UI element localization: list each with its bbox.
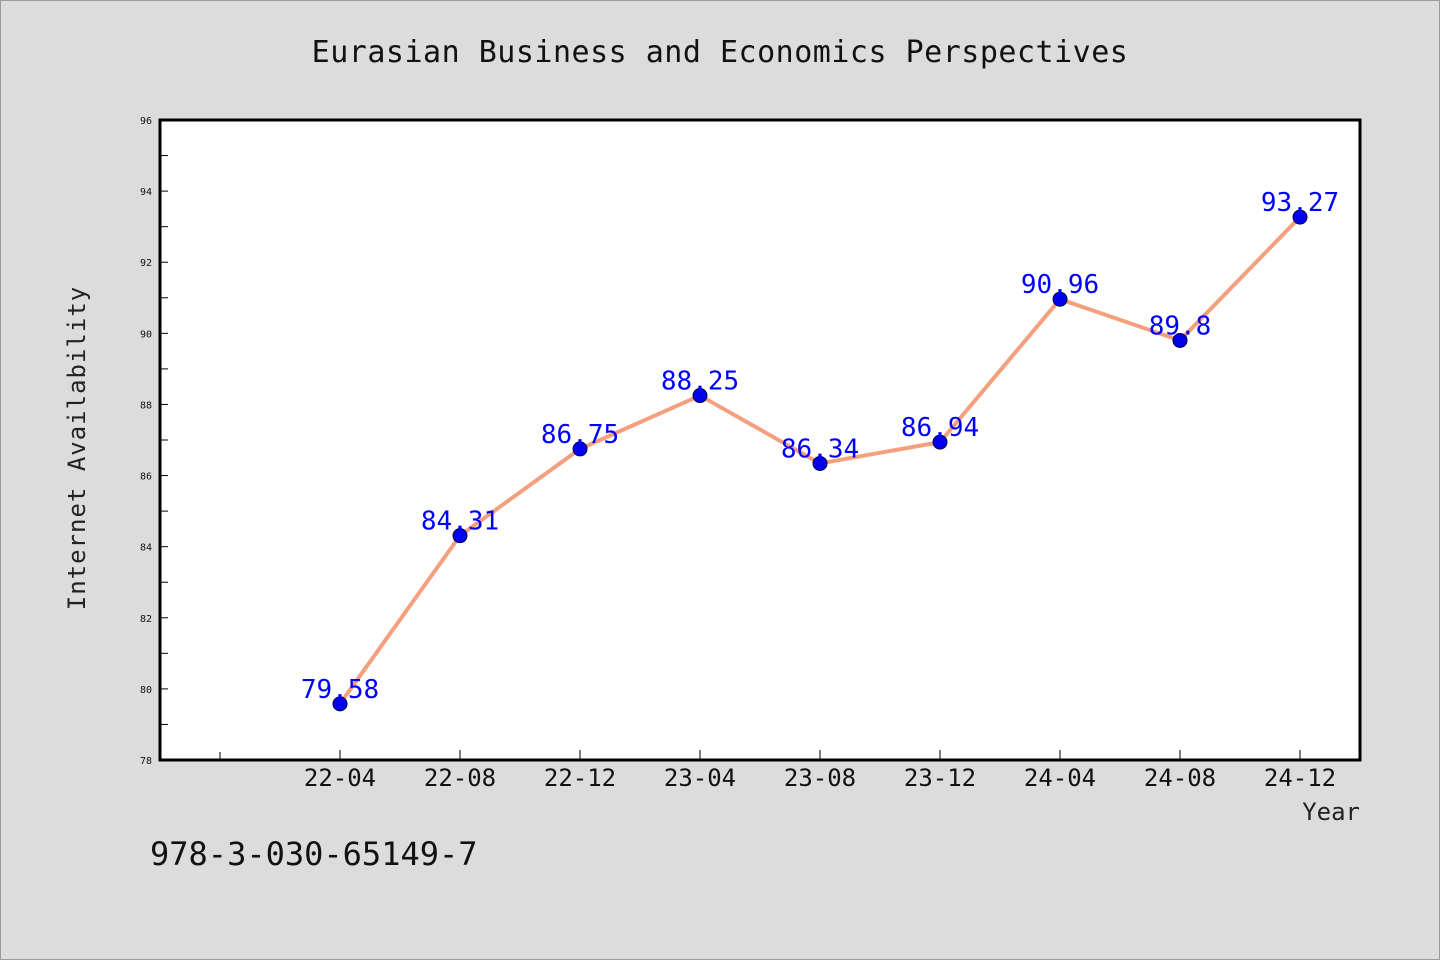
data-point <box>692 388 708 404</box>
x-tick-label: 24-12 <box>1264 764 1336 792</box>
data-label: 88.25 <box>661 367 739 397</box>
y-axis-label: Internet Availability <box>63 286 91 610</box>
data-label: 86.34 <box>781 434 859 464</box>
series-group: 79.58 84.31 86.75 88.25 86.34 86.94 90.96 89.8 9… <box>301 188 1339 712</box>
x-tick-label: 22-04 <box>304 764 376 792</box>
data-label: 84.31 <box>421 507 499 537</box>
plot-area <box>158 118 1362 762</box>
data-point <box>572 441 588 457</box>
y-tick-label: 96 <box>140 116 152 127</box>
data-point <box>452 528 468 544</box>
x-tick-label: 24-04 <box>1024 764 1096 792</box>
y-tick-label: 82 <box>140 614 152 625</box>
y-tick-label: 86 <box>140 472 152 483</box>
y-axis: 78 80 82 84 86 88 90 92 94 96 <box>140 116 168 767</box>
x-tick-label: 22-12 <box>544 764 616 792</box>
data-point <box>812 455 828 471</box>
y-tick-label: 92 <box>140 258 152 269</box>
x-axis-label: Year <box>1302 798 1360 826</box>
y-tick-label: 94 <box>140 187 152 198</box>
data-label: 89.8 <box>1149 311 1212 341</box>
data-point <box>1292 209 1308 225</box>
y-tick-label: 88 <box>140 400 152 411</box>
data-label: 86.94 <box>901 413 979 443</box>
data-point <box>332 696 348 712</box>
data-point <box>1172 332 1188 348</box>
x-axis: 22-04 22-08 22-12 23-04 23-08 23-12 24-04 24-08… <box>219 750 1336 792</box>
x-tick-label: 23-04 <box>664 764 736 792</box>
y-tick-label: 78 <box>140 756 152 767</box>
data-point <box>932 434 948 450</box>
data-label: 93.27 <box>1261 188 1339 218</box>
chart-title: Eurasian Business and Economics Perspect… <box>312 35 1129 70</box>
footer-isbn: 978-3-030-65149-7 <box>150 835 478 873</box>
y-tick-label: 84 <box>140 543 152 554</box>
y-tick-label: 80 <box>140 685 152 696</box>
data-label: 79.58 <box>301 675 379 705</box>
data-label: 90.96 <box>1021 270 1099 300</box>
x-tick-label: 23-12 <box>904 764 976 792</box>
x-tick-label: 23-08 <box>784 764 856 792</box>
data-label: 86.75 <box>541 420 619 450</box>
x-tick-label: 22-08 <box>424 764 496 792</box>
data-point <box>1052 291 1068 307</box>
x-tick-label: 24-08 <box>1144 764 1216 792</box>
y-tick-label: 90 <box>140 329 152 340</box>
